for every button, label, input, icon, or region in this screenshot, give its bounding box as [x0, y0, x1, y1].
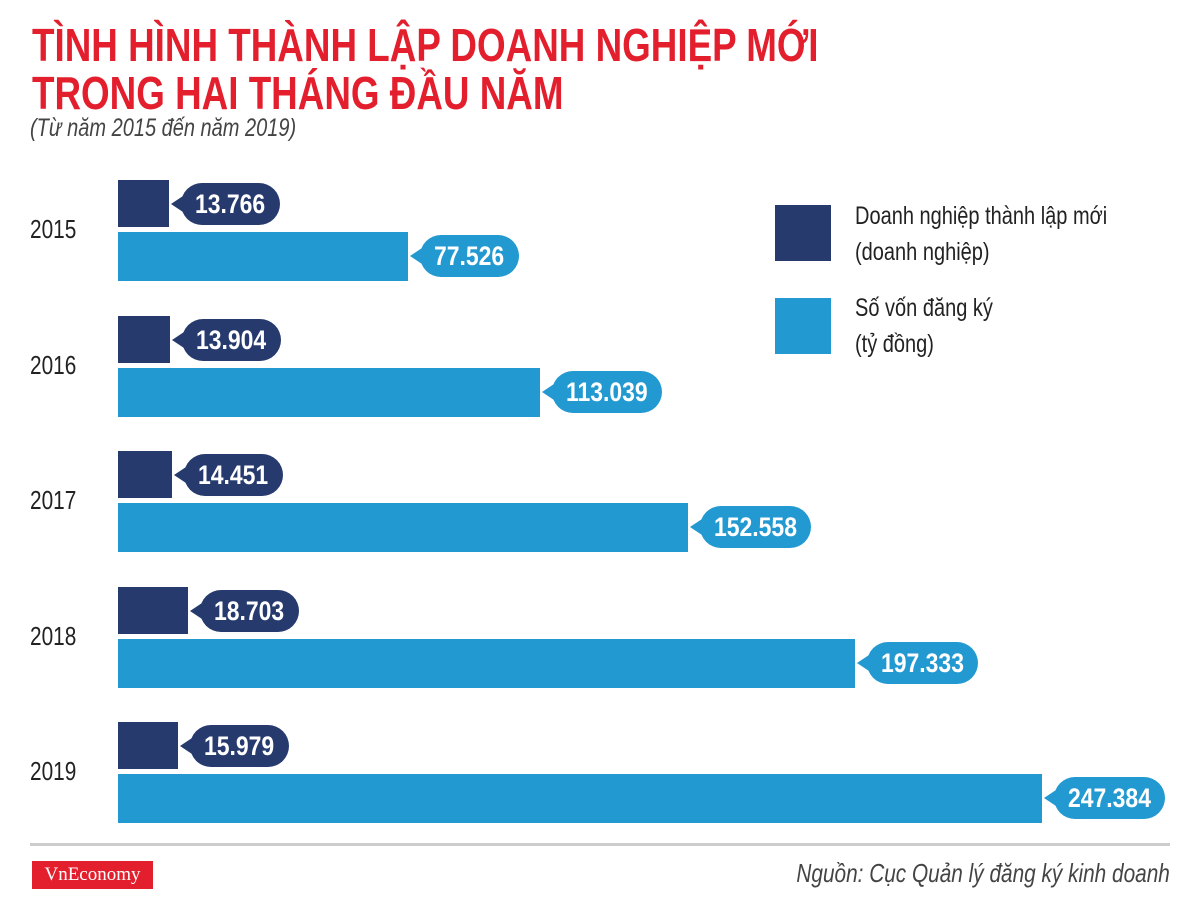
year-label: 2016 [30, 349, 77, 380]
data-label-enterprises: 14.451 [173, 454, 283, 496]
data-label-capital: 197.333 [857, 641, 979, 684]
data-label-enterprises: 13.766 [171, 183, 281, 225]
data-label-enterprises: 15.979 [179, 725, 289, 767]
bar-capital [118, 503, 688, 552]
chart-title-line-1: TÌNH HÌNH THÀNH LẬP DOANH NGHIỆP MỚI [32, 19, 819, 71]
bar-enterprises [118, 451, 172, 498]
year-label: 2018 [30, 620, 77, 651]
data-label-capital: 152.558 [689, 506, 811, 548]
footer-divider [30, 843, 1170, 846]
data-label-enterprises: 18.703 [189, 589, 299, 632]
bar-enterprises [118, 315, 170, 363]
data-label-capital: 247.384 [1044, 777, 1165, 819]
chart-title-line-2: TRONG HAI THÁNG ĐẦU NĂM [32, 67, 564, 119]
legend-swatch-enterprises [775, 205, 831, 261]
bar-capital [118, 232, 408, 281]
vneconomy-logo: VnEconomy [32, 861, 153, 889]
bar-enterprises [118, 586, 188, 634]
bar-capital [118, 638, 856, 688]
data-label-capital: 113.039 [542, 370, 663, 413]
legend-label-capital: Số vốn đăng ký (tỷ đồng) [855, 294, 993, 358]
legend-swatch-capital [775, 298, 831, 354]
data-label-capital: 77.526 [409, 235, 519, 277]
year-label: 2017 [30, 485, 77, 515]
data-label-enterprises: 13.904 [171, 318, 281, 361]
legend-label-enterprises: Doanh nghiệp thành lập mới (doanh nghiệp… [855, 202, 1108, 266]
bar-enterprises [118, 180, 170, 227]
source-note: Nguồn: Cục Quản lý đăng ký kinh doanh [796, 858, 1170, 888]
year-label: 2019 [30, 756, 77, 786]
bar-enterprises [118, 722, 178, 769]
bar-capital [118, 774, 1042, 823]
year-label: 2015 [30, 214, 77, 244]
bar-capital [118, 367, 541, 417]
chart-subtitle: (Từ năm 2015 đến năm 2019) [30, 114, 297, 142]
